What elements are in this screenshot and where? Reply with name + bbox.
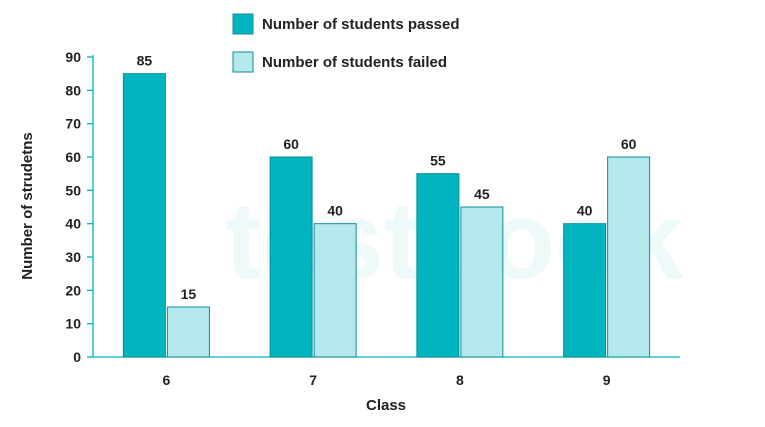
legend-swatch: [232, 13, 254, 35]
data-label: 40: [327, 203, 343, 219]
bar-failed: [313, 223, 357, 358]
y-tick-label: 50: [65, 182, 81, 198]
legend-label: Number of students passed: [262, 16, 460, 33]
y-axis-title: Number of strudetns: [19, 132, 36, 280]
x-tick-label: 6: [162, 372, 170, 388]
x-tick-label: 8: [456, 372, 464, 388]
data-label: 55: [430, 153, 446, 169]
bar-passed: [416, 173, 460, 358]
bar-passed: [122, 73, 166, 358]
y-tick-label: 20: [65, 282, 81, 298]
data-label: 60: [283, 136, 299, 152]
data-label: 85: [137, 53, 153, 69]
y-tick-label: 10: [65, 316, 81, 332]
legend: Number of students passed Number of stude…: [232, 13, 460, 73]
bar-passed: [269, 156, 313, 358]
x-tick-label: 9: [603, 372, 611, 388]
x-tick-label: 7: [309, 372, 317, 388]
data-label: 60: [621, 136, 637, 152]
data-label: 15: [181, 286, 197, 302]
y-tick-label: 40: [65, 216, 81, 232]
data-label: 40: [577, 203, 593, 219]
x-axis-title: Class: [366, 397, 406, 414]
legend-label: Number of students failed: [262, 54, 447, 71]
y-tick-label: 0: [73, 349, 81, 365]
bar-passed: [563, 223, 607, 358]
y-tick-label: 70: [65, 116, 81, 132]
y-tick-label: 90: [65, 49, 81, 65]
bar-failed: [607, 156, 651, 358]
plot-area: 0 10 20 30 40 50 60 70 80 90 85 15 6 60 40 7 55 45 8 40 60 9: [65, 49, 680, 388]
data-label: 45: [474, 186, 490, 202]
legend-swatch: [232, 51, 254, 73]
y-tick-label: 60: [65, 149, 81, 165]
y-tick-label: 30: [65, 249, 81, 265]
y-tick-label: 80: [65, 82, 81, 98]
bar-failed: [166, 306, 210, 358]
bar-failed: [460, 206, 504, 358]
